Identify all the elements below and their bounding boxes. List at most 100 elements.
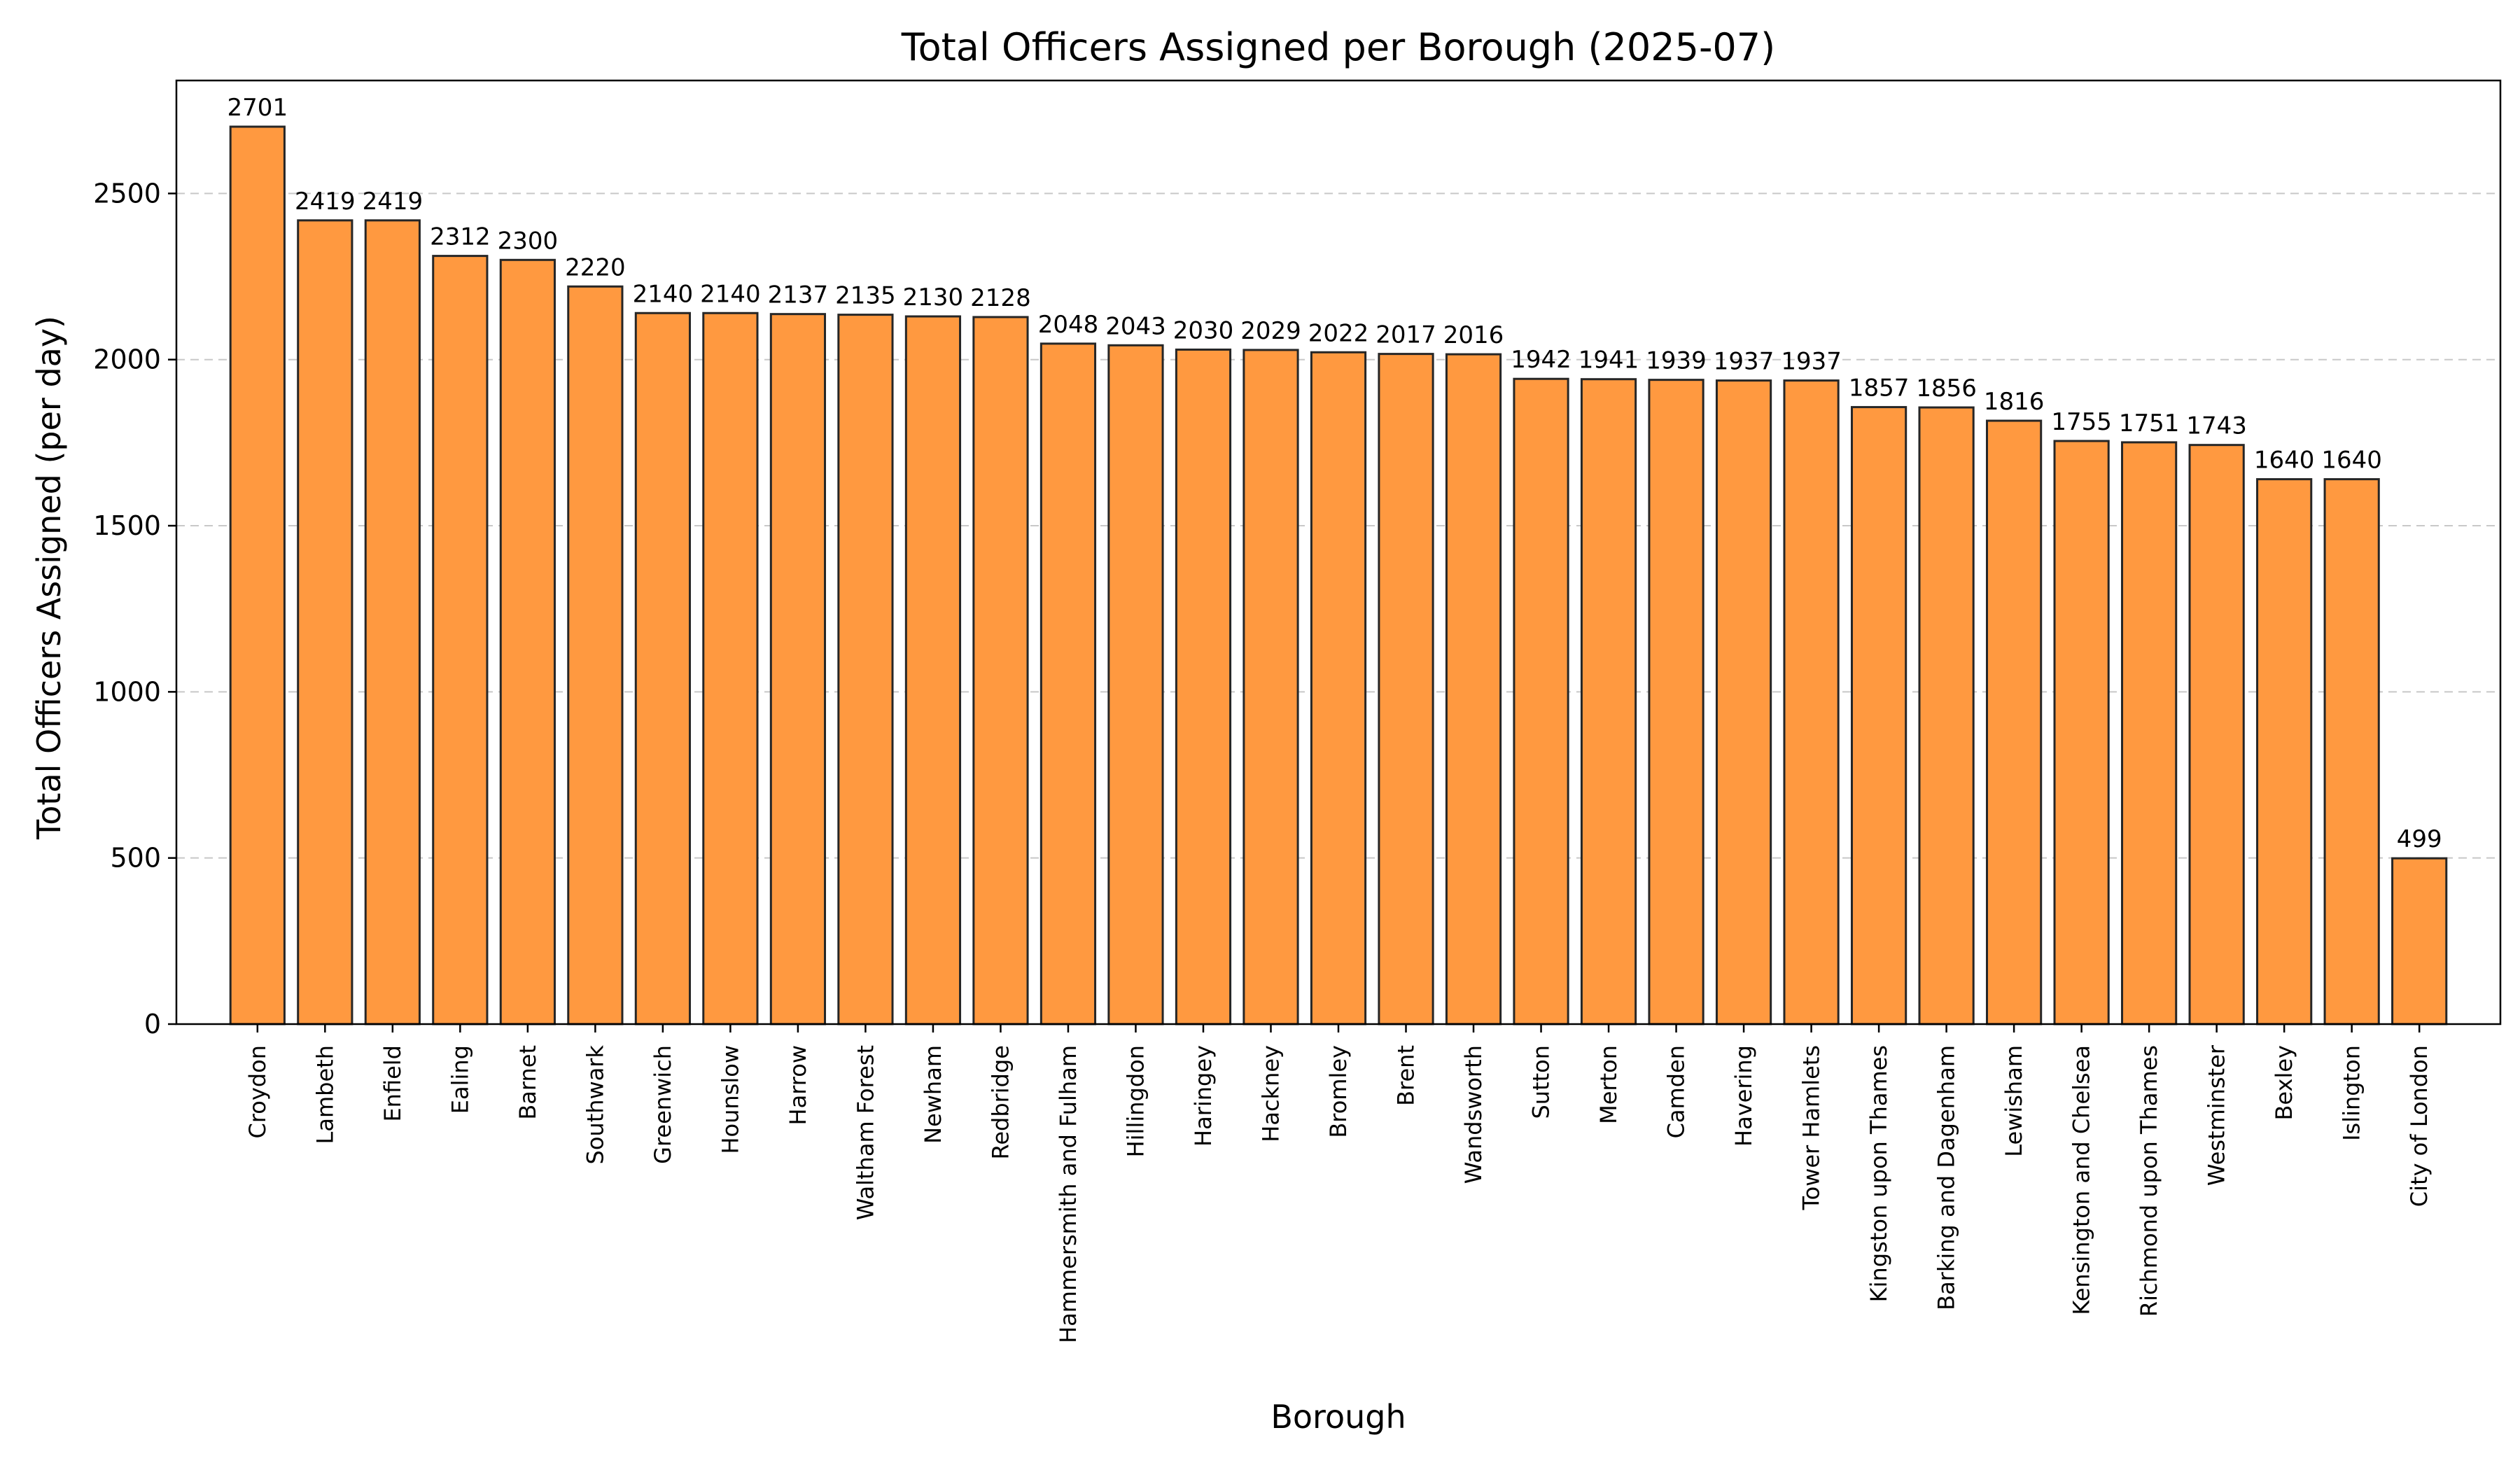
x-tick-label: Newham bbox=[920, 1045, 946, 1144]
bar bbox=[1648, 379, 1704, 1026]
bar bbox=[1242, 349, 1299, 1026]
y-axis-ticks: 0 500 1000 1500 2000 2500 bbox=[93, 178, 176, 1040]
bar bbox=[634, 312, 691, 1026]
x-tick-label: Bromley bbox=[1325, 1045, 1352, 1138]
data-label: 2137 bbox=[768, 281, 829, 309]
bar bbox=[1107, 344, 1164, 1026]
bar bbox=[1513, 377, 1569, 1026]
data-label: 2017 bbox=[1376, 321, 1436, 349]
bar bbox=[2121, 441, 2178, 1026]
bar bbox=[837, 314, 894, 1026]
bar bbox=[499, 258, 556, 1026]
data-label: 2140 bbox=[633, 280, 694, 308]
x-tick-label: Waltham Forest bbox=[852, 1045, 878, 1220]
data-label: 1640 bbox=[2321, 447, 2382, 475]
x-tick-label: Islington bbox=[2339, 1045, 2365, 1141]
x-tick-label: Greenwich bbox=[650, 1045, 676, 1164]
bars bbox=[229, 125, 2448, 1026]
bar bbox=[1918, 406, 1975, 1026]
x-tick-label: Merton bbox=[1595, 1045, 1622, 1124]
bar bbox=[1310, 351, 1367, 1026]
x-tick-label: Lambeth bbox=[312, 1045, 338, 1144]
bar bbox=[1580, 378, 1637, 1026]
bar bbox=[769, 313, 827, 1026]
bar bbox=[1986, 419, 2043, 1026]
data-label: 2419 bbox=[363, 188, 424, 216]
data-label: 2135 bbox=[835, 282, 896, 310]
x-tick-label: Redbridge bbox=[987, 1045, 1014, 1159]
bar bbox=[702, 312, 759, 1026]
data-label: 1856 bbox=[1916, 374, 1977, 402]
data-label: 1751 bbox=[2119, 410, 2180, 438]
data-label: 2043 bbox=[1105, 312, 1166, 340]
bar bbox=[2053, 440, 2110, 1026]
y-tick-label: 500 bbox=[110, 843, 161, 874]
bar bbox=[2391, 857, 2448, 1026]
x-tick-label: Barking and Dagenham bbox=[1933, 1045, 1960, 1310]
bar bbox=[2256, 478, 2313, 1026]
bar bbox=[2323, 478, 2380, 1026]
x-tick-label: Hillingdon bbox=[1122, 1045, 1149, 1157]
x-tick-label: Hackney bbox=[1257, 1045, 1284, 1142]
data-label: 2140 bbox=[700, 280, 761, 308]
y-tick-label: 0 bbox=[144, 1009, 161, 1040]
x-tick-label: City of London bbox=[2406, 1045, 2432, 1207]
x-tick-label: Tower Hamlets bbox=[1798, 1045, 1825, 1211]
x-tick-label: Bexley bbox=[2271, 1045, 2297, 1121]
data-label: 2128 bbox=[970, 284, 1031, 312]
data-label: 1755 bbox=[2051, 408, 2112, 436]
bar bbox=[1378, 353, 1434, 1026]
chart-title: Total Officers Assigned per Borough (202… bbox=[901, 25, 1775, 69]
bar bbox=[1040, 342, 1097, 1026]
y-tick-label: 2000 bbox=[93, 344, 161, 375]
data-label: 1640 bbox=[2254, 447, 2315, 475]
data-label: 2030 bbox=[1173, 316, 1234, 344]
x-axis-ticks: Croydon Lambeth Enfield Ealing Barnet Southwa… bbox=[244, 1024, 2432, 1343]
data-label: 1937 bbox=[1781, 348, 1842, 376]
bar bbox=[2188, 444, 2245, 1026]
bar bbox=[904, 315, 962, 1026]
x-tick-label: Brent bbox=[1393, 1045, 1420, 1106]
data-label: 2419 bbox=[295, 188, 356, 216]
x-tick-label: Harrow bbox=[785, 1045, 811, 1125]
bar bbox=[1850, 406, 1907, 1026]
y-axis-label: Total Officers Assigned (per day) bbox=[30, 316, 68, 840]
data-label: 1939 bbox=[1646, 347, 1707, 375]
x-tick-label: Haringey bbox=[1190, 1045, 1217, 1147]
x-tick-label: Barnet bbox=[514, 1045, 541, 1120]
x-tick-label: Kensington and Chelsea bbox=[2068, 1045, 2095, 1315]
data-label: 2220 bbox=[565, 253, 626, 281]
y-tick-label: 1000 bbox=[93, 676, 161, 707]
x-tick-label: Wandsworth bbox=[1460, 1045, 1487, 1184]
bar bbox=[229, 125, 286, 1026]
bar bbox=[432, 255, 489, 1026]
bar bbox=[972, 316, 1029, 1026]
x-tick-label: Lewisham bbox=[2001, 1045, 2027, 1157]
data-label: 1942 bbox=[1511, 346, 1572, 374]
data-label: 2022 bbox=[1308, 319, 1369, 347]
data-label: 499 bbox=[2397, 825, 2442, 853]
data-label: 2029 bbox=[1240, 317, 1301, 345]
data-label: 2016 bbox=[1443, 321, 1504, 349]
data-label: 2300 bbox=[498, 227, 559, 255]
y-tick-label: 2500 bbox=[93, 178, 161, 209]
bar bbox=[1783, 379, 1840, 1026]
data-label: 1816 bbox=[1984, 388, 2045, 416]
x-tick-label: Westminster bbox=[2204, 1044, 2230, 1186]
x-tick-label: Sutton bbox=[1528, 1045, 1555, 1119]
x-tick-label: Kingston upon Thames bbox=[1865, 1045, 1892, 1302]
bar bbox=[1715, 379, 1772, 1026]
x-tick-label: Enfield bbox=[379, 1045, 406, 1122]
data-label: 1937 bbox=[1714, 348, 1774, 376]
bar bbox=[1445, 353, 1502, 1026]
x-tick-label: Havering bbox=[1730, 1045, 1757, 1147]
data-label: 2130 bbox=[903, 284, 964, 312]
bar bbox=[364, 219, 421, 1026]
x-tick-label: Hammersmith and Fulham bbox=[1055, 1045, 1082, 1343]
data-label: 1941 bbox=[1578, 346, 1639, 374]
x-axis-label: Borough bbox=[1270, 1398, 1406, 1436]
bar bbox=[567, 285, 624, 1026]
x-tick-label: Camden bbox=[1663, 1045, 1690, 1138]
x-tick-label: Richmond upon Thames bbox=[2136, 1045, 2162, 1317]
